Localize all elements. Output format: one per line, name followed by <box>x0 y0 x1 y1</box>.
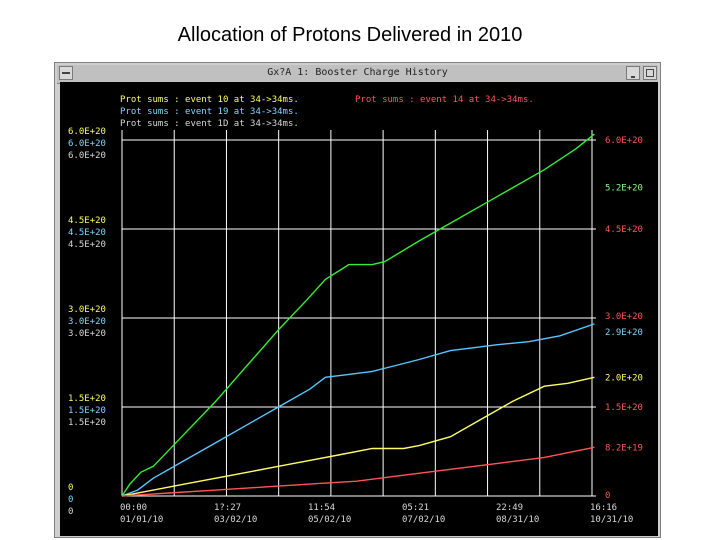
y-tick-label: 1.5E+20 <box>68 418 106 428</box>
series-line <box>121 376 595 497</box>
y-tick-label: 4.5E+20 <box>68 228 106 238</box>
right-axis-label: 2.9E+20 <box>605 328 643 338</box>
plot-area: Prot sums : event 10 at 34->34ms. Prot su… <box>60 82 658 536</box>
y-tick-label: 6.0E+20 <box>68 127 106 137</box>
x-tick-date: 07/02/10 <box>402 515 445 525</box>
y-tick-label: 0 <box>68 495 73 505</box>
y-tick-label: 3.0E+20 <box>68 305 106 315</box>
y-tick-label: 1.5E+20 <box>68 394 106 404</box>
y-tick-label: 6.0E+20 <box>68 151 106 161</box>
minimize-icon <box>631 76 635 78</box>
series-line <box>121 323 595 497</box>
right-axis-label: 6.0E+20 <box>605 136 643 146</box>
maximize-icon <box>646 69 654 77</box>
x-tick-time: 16:16 <box>590 503 617 513</box>
y-tick-label: 0 <box>68 483 73 493</box>
y-tick-label: 3.0E+20 <box>68 317 106 327</box>
legend-entry: Prot sums : event 14 at 34->34ms. <box>355 95 534 105</box>
x-tick-time: 22:49 <box>496 503 523 513</box>
right-axis-label: 4.5E+20 <box>605 225 643 235</box>
y-tick-label: 4.5E+20 <box>68 240 106 250</box>
x-tick-date: 05/02/10 <box>308 515 351 525</box>
menu-icon <box>62 72 70 74</box>
y-tick-label: 4.5E+20 <box>68 216 106 226</box>
legend-entry: Prot sums : event 19 at 34->34ms. <box>120 107 299 117</box>
slide-title: Allocation of Protons Delivered in 2010 <box>177 24 523 46</box>
x-tick-time: 1?:27 <box>214 503 241 513</box>
right-axis-label: 0 <box>605 491 610 501</box>
right-axis-label: 3.0E+20 <box>605 312 643 322</box>
window-title: Gx?A 1: Booster Charge History <box>267 67 448 78</box>
x-tick-time: 11:54 <box>308 503 335 513</box>
charge-history-chart: Prot sums : event 10 at 34->34ms. Prot su… <box>68 95 643 525</box>
y-tick-label: 1.5E+20 <box>68 406 106 416</box>
window-menu-button[interactable] <box>59 66 73 80</box>
y-tick-label: 6.0E+20 <box>68 139 106 149</box>
y-tick-label: 0 <box>68 507 73 517</box>
x-tick-date: 10/31/10 <box>590 515 633 525</box>
legend-entry: Prot sums : event 1D at 34->34ms. <box>120 119 299 129</box>
right-axis-label: 5.2E+20 <box>605 183 643 193</box>
series-line <box>121 133 595 497</box>
x-tick-date: 08/31/10 <box>496 515 539 525</box>
legend-entry: Prot sums : event 10 at 34->34ms. <box>120 95 299 105</box>
right-axis-label: 8.2E+19 <box>605 443 643 453</box>
right-axis-label: 2.0E+20 <box>605 373 643 383</box>
x-tick-date: 03/02/10 <box>214 515 257 525</box>
y-tick-label: 3.0E+20 <box>68 329 106 339</box>
right-axis-label: 1.5E+20 <box>605 403 643 413</box>
maximize-button[interactable] <box>643 66 657 80</box>
x-tick-time: 00:00 <box>120 503 147 513</box>
x-tick-time: 05:21 <box>402 503 429 513</box>
x-tick-date: 01/01/10 <box>120 515 163 525</box>
series-line <box>121 446 595 497</box>
minimize-button[interactable] <box>626 66 640 80</box>
